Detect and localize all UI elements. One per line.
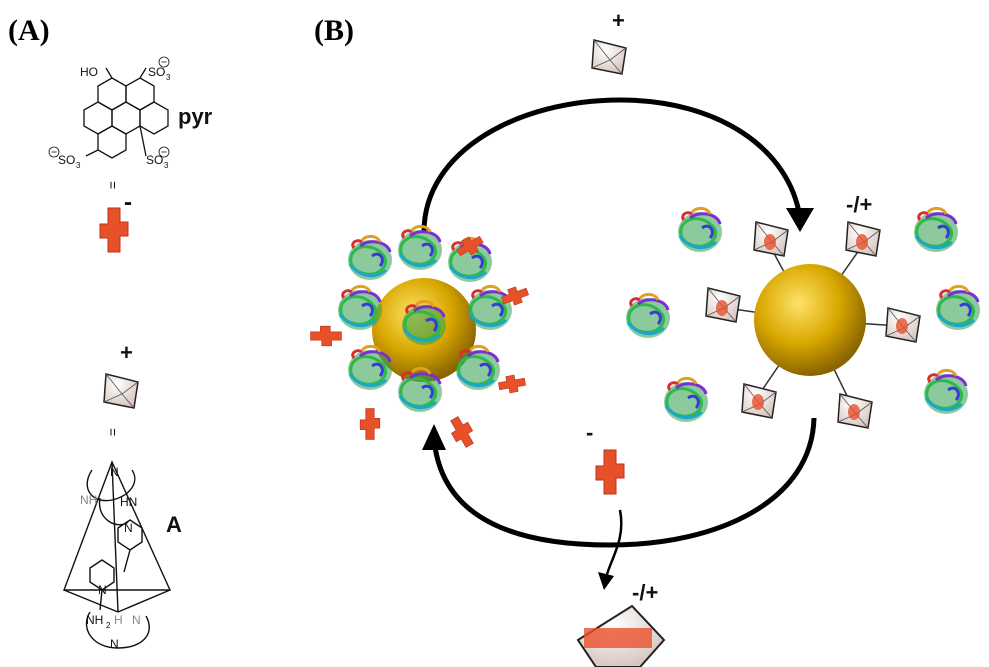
pyr-oh-label: HO: [80, 65, 98, 79]
top-cage-icon: [591, 39, 627, 75]
cage-n-bottom-right: N: [132, 613, 141, 627]
pyr-so3-right: SO: [146, 153, 163, 167]
guest-charge-minus: -: [124, 189, 132, 216]
cage-nh2-sub: 2: [106, 621, 111, 630]
host-guest-complex: [576, 604, 666, 667]
guest-release-charge: -: [586, 420, 593, 445]
pyr-so3-top: SO: [148, 65, 165, 79]
pyr-so3-top-sub: 3: [166, 73, 171, 82]
cage-nh-left: NH: [80, 493, 97, 507]
functionalized-nanoparticle: [705, 221, 921, 429]
pyrene-structure: [83, 67, 169, 159]
cage-h-bottom: H: [114, 613, 123, 627]
top-arrowhead-icon: [786, 208, 814, 232]
equals-sign-2: =: [105, 428, 121, 436]
cage-hn-right: HN: [120, 495, 137, 509]
pyr-so3-right-sub: 3: [164, 161, 169, 170]
release-arrow: [604, 509, 623, 579]
panel-a-label: (A): [8, 14, 50, 47]
minus-charge-icon: [158, 56, 170, 68]
cage-nh2-bottom: NH: [86, 613, 103, 627]
pyr-so3-left-sub: 3: [76, 161, 81, 170]
cage-name-label: A: [166, 512, 182, 537]
pyr-name-label: pyr: [178, 104, 213, 129]
bottom-arrowhead-icon: [422, 424, 446, 450]
minus-charge-icon: [158, 146, 170, 158]
minus-charge-icon: [48, 146, 60, 158]
top-charge-label: +: [612, 8, 625, 33]
pyr-so3-left: SO: [58, 153, 75, 167]
cage-structure: [62, 460, 172, 649]
cage-n-top: N: [110, 465, 119, 479]
cage-charge-plus: +: [120, 340, 133, 365]
cage-n-left: N: [98, 583, 107, 597]
bottom-charge-label: -/+: [632, 580, 658, 605]
cage-icon: [103, 373, 139, 409]
cage-n-bottom: N: [110, 637, 119, 651]
cage-n-mid: N: [124, 521, 133, 535]
right-charge-label: -/+: [846, 192, 872, 217]
released-guest-icon: [595, 449, 625, 495]
top-cycle-arrow: [421, 97, 803, 233]
release-arrowhead-icon: [598, 572, 614, 590]
aggregate-cluster: [310, 224, 531, 451]
equals-sign: =: [105, 181, 121, 189]
panel-b-label: (B): [314, 14, 354, 47]
bottom-cycle-arrow: [431, 417, 817, 548]
